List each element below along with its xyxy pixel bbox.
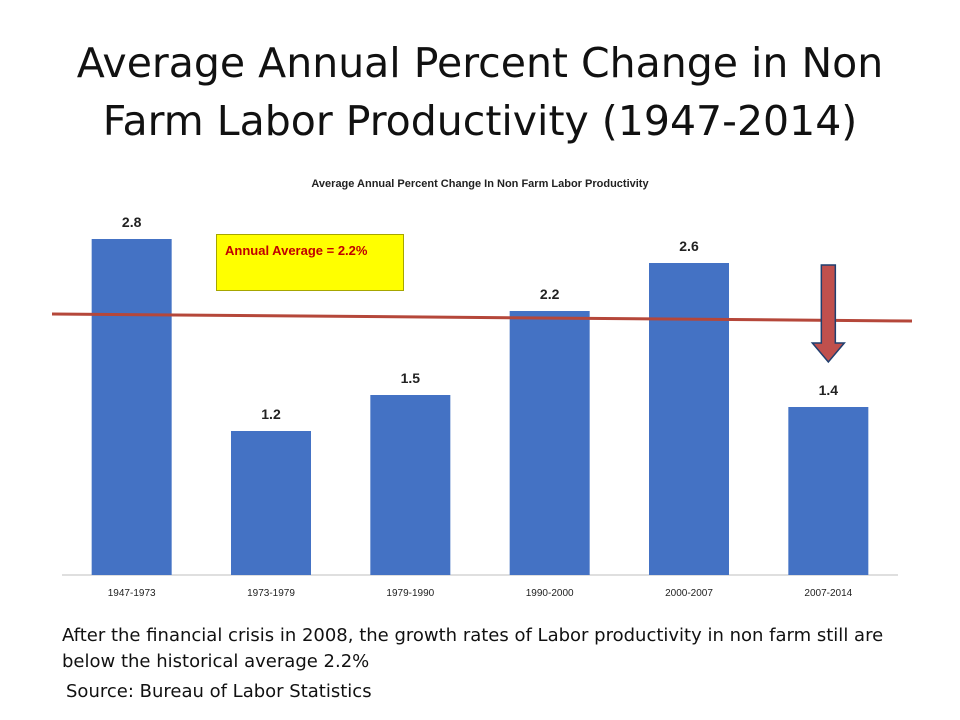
bar-1990-2000 [509,311,590,575]
down-arrow-icon [810,264,846,364]
chart-title: Average Annual Percent Change In Non Far… [311,178,649,190]
value-label-2000-2007: 2.6 [679,238,699,254]
bars-group [62,239,898,576]
x-tick-label-2007-2014: 2007-2014 [804,588,852,599]
bar-1979-1990 [370,395,451,575]
bar-1947-1973 [91,239,172,575]
annual-average-annotation: Annual Average = 2.2% [216,234,404,291]
average-reference-line [51,312,913,323]
overlay-group [51,264,913,364]
value-label-1973-1979: 1.2 [261,406,281,422]
bar-1973-1979 [231,431,311,575]
x-tick-label-1990-2000: 1990-2000 [526,588,574,599]
value-label-1990-2000: 2.2 [540,286,560,302]
x-tick-label-1979-1990: 1979-1990 [386,588,434,599]
bar-2000-2007 [649,263,729,575]
source-note: Source: Bureau of Labor Statistics [66,681,372,702]
x-tick-label-1973-1979: 1973-1979 [247,588,295,599]
value-label-1947-1973: 2.8 [122,214,142,230]
x-tick-label-2000-2007: 2000-2007 [665,588,713,599]
slide-title: Average Annual Percent Change in Non Far… [76,39,884,145]
slide-caption: After the financial crisis in 2008, the … [62,625,884,672]
x-tick-labels-group: 1947-1973 1973-1979 1979-1990 1990-2000 2000… [108,588,853,599]
value-label-2007-2014: 1.4 [819,382,839,398]
value-label-1979-1990: 1.5 [401,370,421,386]
bar-2007-2014 [788,407,869,575]
x-tick-label-1947-1973: 1947-1973 [108,588,156,599]
